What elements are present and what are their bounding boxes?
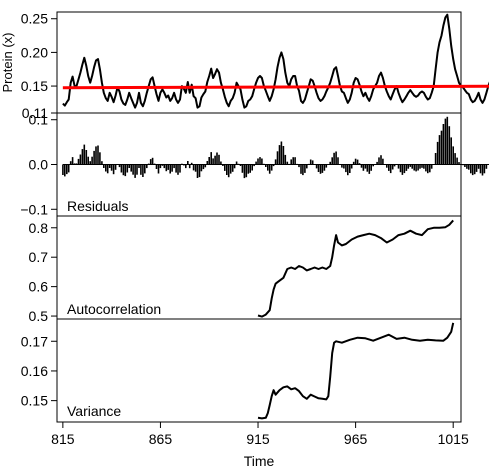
y-tick-label: 0.8 [29,220,49,236]
y-axis-label: Protein (x) [0,33,15,93]
x-tick-label: 965 [344,431,368,447]
y-tick-label: 0.11 [22,105,48,121]
y-tick-label: 0.1 [29,112,49,128]
axes: 0.11 0.15 0.20 0.25 Protein (x) −0.1 0.0 0.1 Res… [0,11,469,469]
variance-label: Variance [67,403,121,419]
y-tick-label: 0.15 [21,78,48,94]
residuals-label: Residuals [67,198,128,214]
y-tick-label: 0.0 [29,157,49,173]
x-tick-label: 915 [246,431,270,447]
protein-line [62,13,489,109]
y-tick-label: 0.7 [29,249,49,265]
y-tick-label: 0.6 [29,279,49,295]
y-tick-label: 0.15 [21,393,48,409]
trend-line [62,84,489,90]
autocorrelation-line [257,219,454,318]
y-tick-label: 0.25 [21,11,48,27]
variance-line [257,322,455,420]
x-axis-label: Time [244,453,275,469]
y-tick-label: 0.16 [21,363,48,379]
y-tick-label: −0.1 [20,201,48,217]
x-tick-label: 815 [51,431,75,447]
autocorrelation-label: Autocorrelation [67,301,161,317]
y-tick-label: 0.20 [21,44,48,60]
x-tick-label: 1015 [438,431,469,447]
panel-contents [62,13,489,420]
y-tick-label: 0.17 [21,333,48,349]
x-tick-label: 865 [149,431,173,447]
y-tick-label: 0.5 [29,308,49,324]
panel-frames [56,11,462,423]
